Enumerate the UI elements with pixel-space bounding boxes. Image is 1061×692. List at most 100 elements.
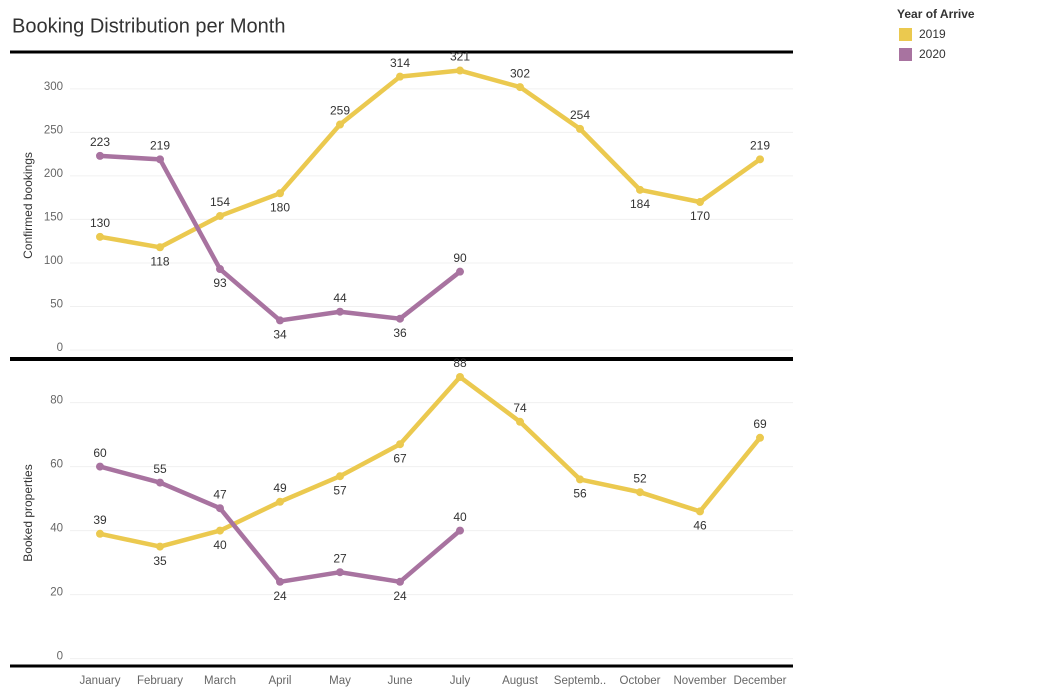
x-tick-label: April (268, 675, 291, 687)
data-label: 259 (330, 104, 350, 118)
data-point (396, 440, 404, 449)
data-label: 154 (210, 195, 230, 209)
data-label: 219 (150, 139, 170, 153)
data-label: 24 (273, 589, 287, 603)
data-point (396, 72, 404, 81)
data-label: 88 (453, 356, 467, 370)
y-tick-label: 50 (50, 299, 63, 311)
data-label: 46 (693, 519, 707, 533)
data-point (216, 504, 224, 513)
data-label: 55 (153, 462, 167, 476)
data-point (456, 373, 464, 381)
data-label: 60 (93, 446, 107, 460)
data-label: 180 (270, 200, 290, 214)
data-point (96, 151, 104, 160)
y-axis-label: Booked properties (21, 464, 35, 561)
data-point (456, 66, 464, 75)
data-point (96, 529, 104, 538)
data-point (216, 526, 224, 535)
data-point (276, 189, 284, 198)
data-label: 40 (453, 510, 467, 524)
data-label: 74 (513, 401, 527, 415)
data-label: 36 (393, 326, 407, 340)
data-label: 56 (573, 487, 587, 501)
x-tick-label: Septemb.. (554, 675, 606, 687)
x-tick-label: May (329, 675, 351, 687)
data-label: 44 (333, 291, 347, 305)
y-axis-label: Confirmed bookings (21, 152, 35, 259)
x-tick-label: March (204, 675, 236, 687)
data-label: 34 (273, 328, 287, 342)
data-label: 254 (570, 108, 590, 122)
x-tick-label: June (388, 675, 413, 687)
x-tick-label: December (733, 675, 786, 687)
y-tick-label: 20 (50, 587, 63, 599)
data-label: 40 (213, 538, 227, 552)
legend-title: Year of Arrive (897, 7, 975, 21)
data-point (336, 120, 344, 129)
data-point (516, 417, 524, 426)
data-point (456, 526, 464, 535)
series-line (99, 374, 762, 549)
data-label: 57 (333, 483, 347, 497)
data-label: 170 (690, 209, 710, 223)
data-point (96, 462, 104, 471)
data-label: 321 (450, 50, 470, 64)
data-point (696, 198, 704, 207)
legend-label: 2020 (919, 47, 946, 61)
chart-title: Booking Distribution per Month (12, 15, 285, 37)
y-tick-label: 250 (44, 124, 63, 136)
data-label: 219 (750, 139, 770, 153)
data-point (276, 577, 284, 586)
data-point (636, 185, 644, 194)
data-point (456, 267, 464, 276)
data-point (756, 155, 764, 164)
data-point (396, 577, 404, 586)
data-point (336, 568, 344, 577)
data-label: 314 (390, 56, 410, 70)
data-point (276, 316, 284, 325)
series-line (99, 68, 762, 250)
data-point (576, 475, 584, 484)
x-tick-label: July (450, 675, 471, 687)
data-point (696, 507, 704, 516)
x-tick-label: February (137, 675, 183, 687)
data-point (156, 155, 164, 164)
data-point (396, 314, 404, 323)
data-label: 118 (150, 254, 169, 268)
y-tick-label: 40 (50, 523, 63, 535)
data-point (336, 472, 344, 481)
x-tick-label: January (80, 675, 121, 687)
data-label: 67 (393, 451, 407, 465)
x-tick-label: November (673, 675, 726, 687)
data-point (336, 307, 344, 316)
y-tick-label: 0 (57, 651, 63, 663)
data-point (276, 497, 284, 506)
data-label: 69 (753, 417, 767, 431)
data-point (756, 433, 764, 442)
data-point (156, 478, 164, 487)
data-label: 90 (453, 251, 467, 265)
legend-label: 2019 (919, 27, 946, 41)
y-tick-label: 300 (44, 81, 63, 93)
data-label: 52 (633, 471, 647, 485)
data-label: 27 (333, 551, 347, 565)
y-tick-label: 80 (50, 395, 63, 407)
y-tick-label: 150 (44, 211, 63, 223)
data-point (216, 211, 224, 220)
data-point (156, 542, 164, 551)
data-label: 223 (90, 135, 110, 149)
data-label: 302 (510, 66, 530, 80)
y-tick-label: 60 (50, 459, 63, 471)
data-point (516, 83, 524, 92)
legend-swatch (899, 28, 912, 41)
data-point (576, 124, 584, 133)
data-label: 93 (213, 276, 227, 290)
data-label: 24 (393, 589, 407, 603)
data-point (156, 243, 164, 252)
data-point (636, 488, 644, 497)
series-line (99, 153, 462, 323)
data-label: 47 (213, 487, 227, 501)
data-label: 49 (273, 481, 287, 495)
